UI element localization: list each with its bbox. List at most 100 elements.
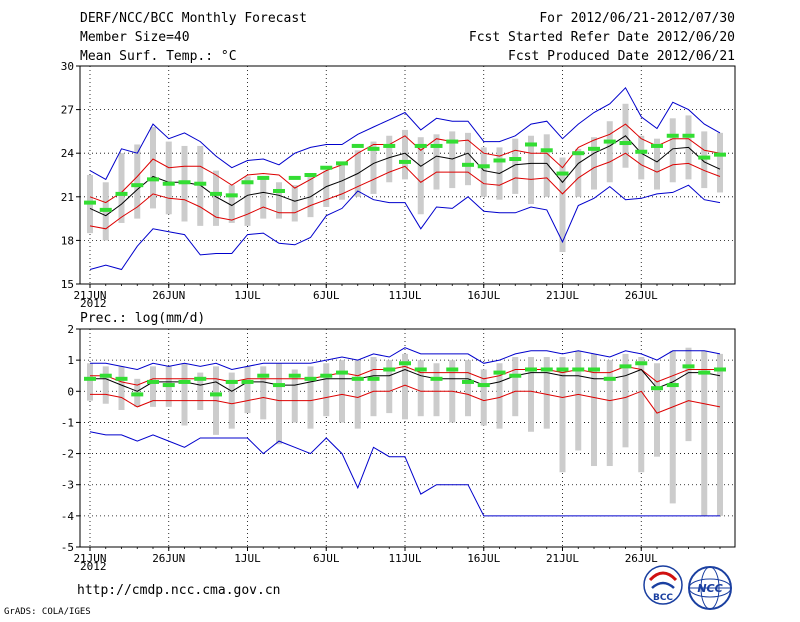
precip-observation-bar — [320, 373, 333, 378]
temp-observation-bar — [178, 180, 191, 185]
temp-range-bar — [134, 144, 141, 219]
temp-range-bar — [417, 137, 424, 215]
temp-observation-bar — [84, 200, 96, 205]
precip-observation-bar — [682, 364, 695, 369]
temp-observation-bar — [115, 191, 128, 196]
precip-observation-bar — [635, 361, 648, 366]
precip-observation-bar — [162, 383, 175, 388]
precip-observation-bar — [225, 379, 238, 384]
precipitation-panel: 21JUN 26JUN 1JUL 6JUL 11JUL 16JUL 21JUL 26JUL -5… — [61, 323, 736, 573]
precip-range-bar — [181, 363, 188, 426]
temp-observation-bar — [273, 188, 285, 193]
temp-range-bar — [165, 141, 172, 215]
precip-range-bar — [276, 363, 282, 445]
precip-observation-bar — [572, 367, 585, 372]
temp-range-bar — [606, 121, 613, 183]
temp-x-tick-label: 11JUL — [388, 289, 421, 302]
temp-range-bar — [386, 135, 393, 183]
temp-range-bar — [323, 170, 330, 207]
precip-range-bar — [638, 357, 645, 473]
precip-range-bar — [323, 363, 330, 417]
temp-range-bar — [449, 131, 456, 189]
precip-y-tick-label: 0 — [67, 385, 74, 398]
precip-observation-bar — [603, 376, 616, 381]
temp-observation-bar — [304, 173, 317, 177]
temp-observation-bar — [477, 164, 490, 169]
temperature-panel: 21JUN 26JUN 1JUL 6JUL 11JUL 16JUL 21JUL 26JUL 15… — [61, 60, 736, 310]
temp-range-bar — [244, 176, 251, 226]
temp-observation-bar — [414, 143, 427, 148]
precip-observation-bar — [651, 386, 663, 391]
precip-range-bar — [307, 366, 314, 429]
precip-range-bar — [102, 366, 109, 404]
temp-range-bar — [276, 182, 282, 219]
temp-x-tick-label: 26JUN — [152, 289, 185, 302]
precip-range-bar — [386, 360, 393, 414]
temp-observation-bar — [320, 165, 333, 170]
member-size: Member Size=40 — [80, 30, 190, 45]
precip-line-max — [90, 347, 721, 371]
precip-plot-frame — [79, 328, 736, 548]
precip-y-tick-label: 1 — [67, 354, 74, 367]
temp-range-bar — [638, 135, 645, 180]
temp-observation-bar — [572, 151, 585, 156]
started-refer-date: Fcst Started Refer Date 2012/06/20 — [469, 30, 735, 45]
precip-year-label: 2012 — [80, 560, 107, 573]
precip-line-lower-spread — [90, 384, 721, 414]
temp-range-bar — [197, 145, 204, 226]
precip-observation-bar — [367, 376, 380, 381]
precip-observation-bar — [115, 376, 128, 381]
temp-y-tick-label: 21 — [61, 191, 74, 204]
temp-x-tick-label: 26JUL — [625, 289, 658, 302]
temp-range-bar — [433, 134, 440, 190]
precip-x-tick-label: 11JUL — [388, 552, 421, 565]
precip-range-bar — [669, 350, 676, 504]
temp-observation-bar — [99, 207, 112, 212]
temp-observation-bar — [131, 183, 144, 188]
temp-range-bar — [291, 185, 298, 222]
temp-x-tick-label: 21JUN — [73, 289, 106, 302]
precip-range-bar — [228, 372, 235, 429]
precip-range-bar — [480, 369, 487, 426]
precip-observation-bar — [698, 370, 711, 375]
precip-range-bar — [591, 353, 597, 467]
precip-range-bar — [339, 360, 345, 423]
precip-observation-bar — [210, 392, 222, 397]
precip-range-bar — [512, 357, 519, 417]
temp-range-bar — [370, 141, 377, 194]
precip-variable-label: Prec.: log(mm/d) — [80, 311, 205, 326]
chart-title: DERF/NCC/BCC Monthly Forecast — [80, 11, 307, 26]
precip-range-bar — [87, 363, 93, 401]
temp-observation-bar — [288, 175, 301, 180]
precip-y-tick-label: -1 — [61, 416, 74, 429]
precip-y-tick-label: -5 — [61, 541, 74, 554]
precip-observation-bar — [525, 367, 537, 372]
precip-range-bar — [528, 357, 534, 432]
temp-y-tick-label: 18 — [61, 234, 74, 247]
temp-x-tick-label: 21JUL — [546, 289, 579, 302]
temp-observation-bar — [540, 148, 553, 153]
temp-observation-bar — [162, 181, 175, 186]
precip-observation-bar — [666, 383, 679, 388]
precip-observation-bar — [257, 373, 270, 378]
precip-range-bar — [606, 360, 613, 467]
precip-observation-bar — [241, 379, 254, 384]
temp-range-bar — [402, 129, 408, 180]
temp-range-bar — [543, 134, 550, 197]
temp-range-bar — [575, 148, 582, 197]
temp-y-tick-label: 27 — [61, 104, 74, 117]
precip-observation-bar — [446, 367, 459, 372]
precip-observation-bar — [178, 379, 191, 384]
ncc-logo: NCC — [688, 566, 732, 610]
precip-range-bar — [354, 360, 361, 429]
precip-y-tick-label: -2 — [61, 448, 74, 461]
source-url[interactable]: http://cmdp.ncc.cma.gov.cn — [77, 583, 281, 598]
forecast-period: For 2012/06/21-2012/07/30 — [539, 11, 735, 26]
temp-range-bar — [480, 147, 487, 197]
precip-range-bar — [260, 366, 267, 420]
precip-range-bar — [370, 357, 377, 417]
precip-x-tick-label: 1JUL — [234, 552, 261, 565]
precip-observation-bar — [273, 383, 285, 388]
temp-observation-bar — [383, 143, 396, 148]
